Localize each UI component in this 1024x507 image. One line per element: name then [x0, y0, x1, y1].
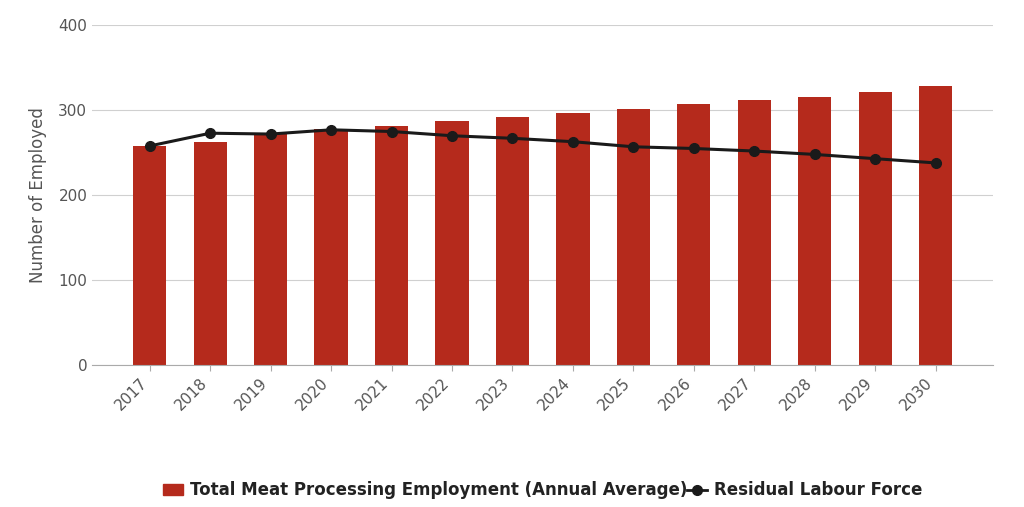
Bar [737, 100, 771, 365]
Bar [314, 129, 348, 365]
Bar [858, 92, 892, 365]
Bar [435, 121, 469, 365]
Bar [375, 126, 409, 365]
Bar [556, 113, 590, 365]
Bar [798, 97, 831, 365]
Y-axis label: Number of Employed: Number of Employed [30, 107, 47, 283]
Bar [254, 133, 288, 365]
Bar [133, 146, 166, 365]
Bar [496, 117, 529, 365]
Bar [616, 110, 650, 365]
Bar [194, 141, 227, 365]
Bar [920, 87, 952, 365]
Bar [677, 104, 711, 365]
Legend: Total Meat Processing Employment (Annual Average), Residual Labour Force: Total Meat Processing Employment (Annual… [163, 481, 923, 499]
